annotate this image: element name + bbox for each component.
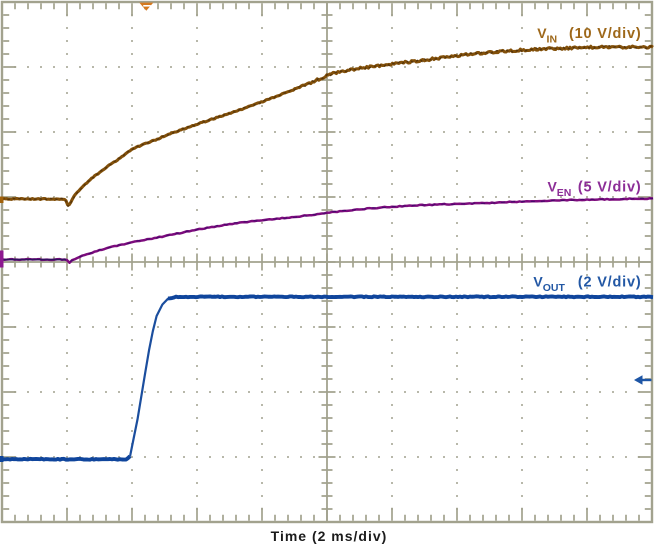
svg-text:Time (2 ms/div): Time (2 ms/div) (271, 528, 388, 544)
